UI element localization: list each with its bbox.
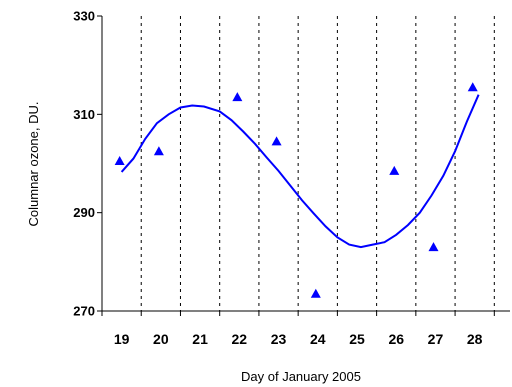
trend-line xyxy=(120,94,480,249)
x-tick-label: 24 xyxy=(310,331,326,347)
x-tick-label: 21 xyxy=(192,331,208,347)
data-point-marker xyxy=(232,92,243,102)
series-layer xyxy=(114,82,480,298)
x-tick-label: 19 xyxy=(114,331,130,347)
y-axis-title: Columnar ozone, DU. xyxy=(26,102,41,227)
y-tick-label: 290 xyxy=(73,205,95,220)
grid-lines xyxy=(140,16,495,311)
x-tick-label: 27 xyxy=(428,331,444,347)
data-point-marker xyxy=(428,242,439,252)
axes xyxy=(97,15,510,316)
x-tick-label: 26 xyxy=(388,331,404,347)
data-point-marker xyxy=(271,136,282,146)
y-tick-label: 330 xyxy=(73,9,95,24)
x-tick-label: 25 xyxy=(349,331,365,347)
x-axis-title: Day of January 2005 xyxy=(241,369,361,384)
data-point-marker xyxy=(389,165,400,175)
x-tick-label: 20 xyxy=(153,331,169,347)
data-point-marker xyxy=(153,146,164,156)
tick-labels: 270 290 310 330 19 20 21 22 23 24 25 26 27 28 xyxy=(73,9,482,348)
y-tick-label: 270 xyxy=(73,304,95,319)
data-point-marker xyxy=(114,156,125,166)
x-tick-label: 28 xyxy=(467,331,483,347)
x-tick-label: 23 xyxy=(271,331,287,347)
y-tick-label: 310 xyxy=(73,107,95,122)
data-point-marker xyxy=(310,288,321,298)
x-tick-label: 22 xyxy=(232,331,248,347)
data-point-marker xyxy=(467,82,478,92)
